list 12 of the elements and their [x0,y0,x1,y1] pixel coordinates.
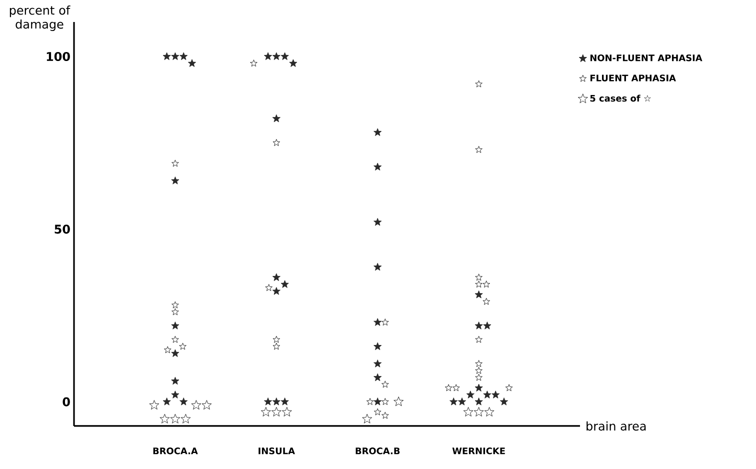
x-tick-label: BROCA.B [356,448,400,454]
x-tick-label: WERNICKE [452,448,505,454]
legend-label: FLUENT APHASIA [590,74,676,82]
y-axis-title: percent of damage [10,6,70,32]
x-tick-label: BROCA.A [153,448,198,454]
y-tick-label: 0 [62,397,70,406]
legend-label: NON-FLUENT APHASIA [590,54,702,62]
y-tick-label: 100 [46,52,70,62]
legend-label: 5 cases of ☆ [590,94,651,102]
x-tick-label: INSULA [258,448,295,454]
x-axis-title: brain area [586,421,646,431]
y-tick-label: 50 [54,224,70,234]
